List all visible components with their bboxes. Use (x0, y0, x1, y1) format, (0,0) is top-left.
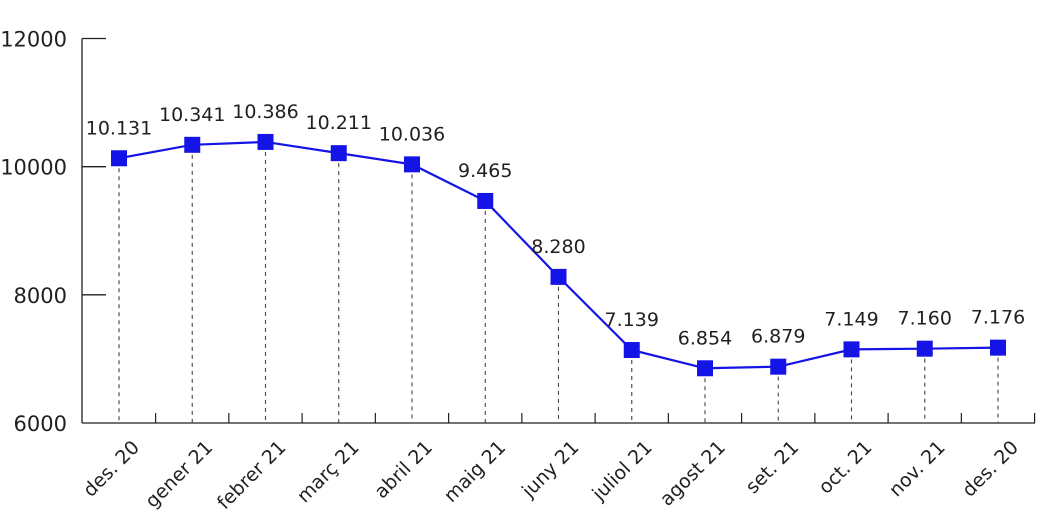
data-point (184, 136, 201, 153)
data-label: 10.211 (306, 112, 372, 134)
data-point (257, 133, 274, 150)
x-tick-label: juny 21 (517, 436, 583, 502)
data-point (404, 156, 420, 173)
data-label: 10.131 (86, 117, 152, 139)
y-tick-label: 6000 (14, 412, 67, 436)
data-label: 6.879 (751, 326, 805, 348)
data-point (770, 358, 787, 375)
data-point (916, 340, 933, 357)
data-label: 10.386 (232, 101, 298, 123)
y-tick-label: 12000 (0, 28, 67, 52)
y-tick-label: 10000 (0, 156, 67, 180)
x-tick-label: juliol 21 (587, 436, 656, 505)
x-tick-label: agost 21 (656, 436, 730, 510)
data-label: 8.280 (531, 236, 585, 258)
data-point (843, 341, 860, 358)
data-label: 10.036 (379, 123, 445, 145)
data-point (111, 150, 127, 167)
x-tick-label: set. 21 (741, 436, 803, 498)
data-point (697, 360, 713, 377)
data-label: 7.176 (971, 307, 1025, 329)
data-point (990, 339, 1006, 356)
x-tick-label: maig 21 (440, 436, 511, 507)
data-label: 10.341 (159, 104, 225, 126)
data-point (477, 192, 494, 209)
x-tick-label: nov. 21 (885, 436, 950, 501)
x-tick-label: març 21 (293, 436, 364, 507)
x-tick-label: des. 20 (79, 436, 144, 501)
x-tick-label: abril 21 (370, 436, 437, 503)
data-label: 7.149 (824, 308, 878, 330)
data-label: 6.854 (678, 327, 732, 349)
y-tick-label: 8000 (14, 284, 67, 308)
data-label: 9.465 (458, 160, 512, 182)
x-tick-label: gener 21 (141, 436, 217, 512)
data-label: 7.139 (605, 309, 659, 331)
data-label: 7.160 (898, 308, 952, 330)
data-point (330, 145, 347, 162)
x-tick-label: oct. 21 (814, 436, 876, 498)
data-point (550, 268, 567, 285)
x-tick-label: des. 20 (958, 436, 1023, 501)
x-tick-label: febrer 21 (213, 436, 290, 513)
data-point (623, 342, 640, 359)
